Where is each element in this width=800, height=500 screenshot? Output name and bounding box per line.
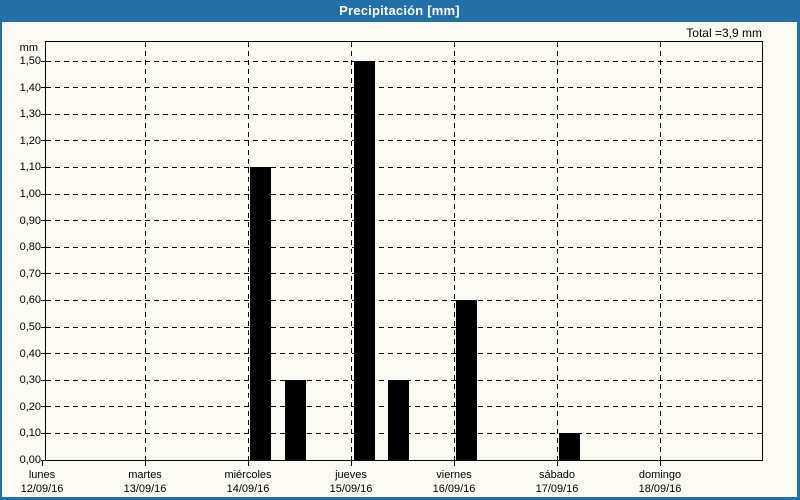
window-title: Precipitación [mm] (2, 0, 797, 22)
x-axis-tick (453, 461, 455, 466)
y-axis-tick (41, 113, 46, 115)
h-gridline (46, 299, 762, 301)
y-axis-tick (41, 246, 46, 248)
x-axis-tick (144, 461, 146, 466)
h-gridline (46, 60, 762, 62)
precip-bar (250, 167, 272, 460)
x-day-label: jueves 15/09/16 (300, 469, 402, 496)
x-axis-tick (41, 461, 43, 466)
day-date: 17/09/16 (535, 482, 579, 495)
precip-bar (387, 380, 409, 460)
day-name: miércoles (224, 469, 272, 481)
y-tick-label: 1,00 (19, 188, 41, 200)
y-axis-tick (41, 299, 46, 301)
y-axis-tick (41, 166, 46, 168)
h-gridline (46, 87, 762, 89)
day-date: 18/09/16 (638, 482, 682, 495)
v-gridline (144, 42, 146, 460)
x-day-label: sábado 17/09/16 (506, 469, 608, 496)
day-name: domingo (638, 469, 682, 481)
y-axis-tick (41, 406, 46, 408)
h-gridline (46, 326, 762, 328)
y-axis-tick (41, 432, 46, 434)
h-gridline (46, 220, 762, 222)
precip-bar (284, 380, 306, 460)
y-tick-label: 1,10 (19, 161, 41, 174)
y-axis-tick (41, 60, 46, 62)
day-name: viernes (436, 469, 472, 481)
h-gridline (46, 246, 762, 248)
day-name: lunes (28, 469, 56, 481)
y-tick-label: 1,40 (19, 81, 41, 94)
h-gridline (46, 140, 762, 142)
y-axis-tick (41, 353, 46, 355)
y-tick-label: 0,90 (19, 214, 41, 227)
h-gridline (46, 273, 762, 275)
y-axis-tick (41, 140, 46, 142)
x-axis-tick (556, 461, 558, 466)
x-day-label: lunes 12/09/16 (2, 469, 93, 496)
y-axis-tick (41, 87, 46, 89)
x-day-label: domingo 18/09/16 (609, 469, 711, 496)
y-tick-label: 1,20 (19, 134, 41, 147)
v-gridline (247, 42, 249, 460)
y-tick-label: 1,30 (19, 108, 41, 121)
total-label: Total =3,9 mm (686, 26, 762, 40)
day-date: 12/09/16 (20, 482, 64, 495)
h-gridline (46, 193, 762, 195)
v-gridline (350, 42, 352, 460)
precip-bar (456, 300, 478, 460)
y-tick-label: 0,40 (19, 347, 41, 360)
day-date: 14/09/16 (226, 482, 270, 495)
y-axis-tick (41, 193, 46, 195)
y-tick-label: 0,00 (19, 454, 41, 466)
x-day-label: miércoles 14/09/16 (197, 469, 299, 496)
y-axis-tick (41, 273, 46, 275)
precip-bar (354, 61, 376, 460)
x-axis-tick (659, 461, 661, 466)
y-tick-label: 0,70 (19, 267, 41, 280)
y-tick-label: 0,50 (19, 321, 41, 333)
day-date: 16/09/16 (432, 482, 476, 495)
y-tick-label: 0,10 (19, 427, 41, 440)
y-axis-tick (41, 326, 46, 328)
x-day-label: martes 13/09/16 (94, 469, 196, 496)
v-gridline (659, 42, 661, 460)
h-gridline (46, 353, 762, 355)
day-name: martes (128, 469, 162, 481)
day-name: jueves (335, 469, 367, 481)
y-axis-tick (41, 459, 46, 461)
x-day-label: viernes 16/09/16 (403, 469, 505, 496)
v-gridline (556, 42, 558, 460)
y-axis-tick (41, 379, 46, 381)
day-date: 15/09/16 (329, 482, 373, 495)
h-gridline (46, 113, 762, 115)
plot-area: 0,00 0,10 0,20 0,30 0,40 0,50 0,60 0,70 0,80 0,90… (20, 41, 763, 495)
h-gridline (46, 166, 762, 168)
day-name: sábado (538, 469, 576, 481)
v-gridline (453, 42, 455, 460)
day-date: 13/09/16 (123, 482, 167, 495)
y-tick-label: 0,30 (19, 374, 41, 387)
y-axis-tick (41, 220, 46, 222)
precip-bar (559, 433, 581, 460)
y-tick-label: 0,20 (19, 400, 41, 413)
x-axis-tick (247, 461, 249, 466)
y-tick-label: 1,50 (19, 55, 41, 67)
y-tick-label: 0,80 (19, 241, 41, 254)
y-axis-unit-label: mm (19, 42, 38, 54)
x-axis-tick (350, 461, 352, 466)
y-tick-label: 0,60 (19, 294, 41, 307)
